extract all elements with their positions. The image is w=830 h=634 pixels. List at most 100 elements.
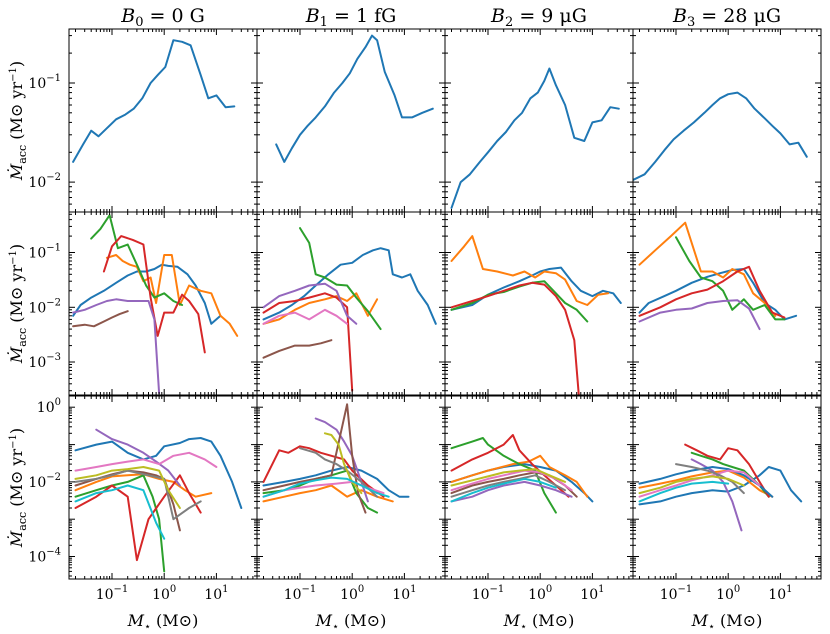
x-tick-label: 10−1 [284, 584, 317, 603]
series-line-7 [262, 308, 349, 325]
series-line-4 [450, 281, 580, 395]
panel-frame [632, 28, 822, 213]
column-title-4: B3 = 28 μG [672, 5, 781, 30]
x-tick-label: 100 [340, 584, 364, 603]
series-group [262, 403, 410, 514]
series-line-1 [74, 437, 243, 509]
series-group [74, 428, 243, 573]
series-group [638, 443, 803, 532]
panel-r2-c2 [256, 211, 446, 396]
x-axis-label-1: M⋆ (M⊙) [127, 611, 199, 633]
panel-r3-c2 [256, 395, 446, 580]
y-tick-label: 10−2 [28, 297, 61, 316]
series-line-3 [74, 474, 166, 573]
x-tick-label: 101 [768, 584, 792, 603]
x-tick-label: 100 [528, 584, 552, 603]
series-line-3 [299, 227, 382, 331]
series-line-1 [450, 67, 620, 209]
series-line-2 [262, 484, 394, 503]
panel-r2-c4 [632, 211, 822, 396]
series-line-8 [74, 469, 202, 521]
series-line-10 [262, 476, 390, 498]
series-line-4 [102, 235, 206, 354]
panel-r1-c2 [256, 28, 446, 213]
series-line-3 [675, 236, 786, 321]
series-line-5 [262, 282, 358, 325]
series-line-9 [323, 432, 363, 495]
series-line-8 [675, 463, 745, 495]
y-tick-label: 100 [37, 397, 61, 416]
series-line-9 [74, 466, 181, 509]
panel-r1-c4 [632, 28, 822, 213]
series-line-6 [72, 310, 129, 328]
series-line-2 [450, 235, 610, 306]
series-line-3 [90, 214, 184, 306]
series-line-10 [638, 480, 730, 503]
panel-frame [444, 395, 634, 580]
series-line-1 [262, 466, 410, 498]
y-tick-label: 10−1 [28, 243, 61, 262]
x-tick-label: 101 [580, 584, 604, 603]
series-line-1 [633, 91, 808, 181]
y-tick-label: 10−2 [28, 472, 61, 491]
series-line-5 [95, 428, 181, 487]
series-line-6 [262, 339, 333, 359]
series-line-5 [450, 480, 573, 503]
series-line-10 [74, 484, 166, 540]
column-title-3: B2 = 9 μG [490, 5, 587, 30]
panel-r3-c1 [68, 395, 258, 580]
panel-frame [68, 28, 258, 213]
panel-r3-c4 [632, 395, 822, 580]
series-group [633, 91, 808, 181]
y-tick-label: 10−4 [28, 547, 61, 566]
series-line-1 [275, 34, 434, 163]
series-line-10 [450, 477, 557, 503]
panels-layer [68, 28, 822, 580]
x-axis-label-3: M⋆ (M⊙) [503, 611, 575, 633]
y-tick-label: 10−2 [28, 172, 61, 191]
series-line-4 [262, 292, 354, 392]
series-line-1 [638, 268, 798, 321]
series-group [450, 434, 594, 514]
series-group [450, 235, 622, 395]
panel-frame [68, 211, 258, 396]
x-tick-label: 100 [152, 584, 176, 603]
series-line-2 [105, 254, 239, 337]
panel-frame [444, 28, 634, 213]
series-line-6 [262, 403, 367, 514]
series-line-4 [450, 434, 570, 498]
x-tick-label: 10−1 [660, 584, 693, 603]
panel-r1-c1 [68, 28, 258, 213]
labels-layer: B0 = 0 G B1 = 1 fG B2 = 9 μG B3 = 28 μG 10−2… [6, 5, 792, 633]
x-tick-label: 101 [392, 584, 416, 603]
y-tick-label: 10−1 [28, 73, 61, 92]
series-line-5 [72, 298, 161, 395]
series-group [72, 39, 236, 163]
series-line-5 [638, 299, 761, 331]
series-line-4 [638, 265, 786, 319]
y-axis-label-row3: Ṁacc (M⊙ yr−1) [6, 428, 29, 548]
series-line-1 [450, 266, 622, 311]
column-title-1: B0 = 0 G [120, 5, 205, 30]
series-line-1 [262, 247, 437, 325]
series-group [638, 221, 798, 331]
panel-frame [256, 395, 446, 580]
y-tick-label: 10−3 [28, 352, 61, 371]
x-tick-label: 101 [204, 584, 228, 603]
series-line-2 [450, 454, 589, 498]
series-line-4 [684, 443, 770, 498]
column-title-2: B1 = 1 fG [305, 5, 397, 30]
series-line-1 [72, 39, 236, 163]
series-line-7 [74, 451, 218, 472]
series-group [262, 227, 437, 392]
series-line-9 [450, 468, 567, 487]
series-group [275, 34, 434, 163]
x-axis-label-4: M⋆ (M⊙) [691, 611, 763, 633]
panel-r1-c3 [444, 28, 634, 213]
panel-frame [632, 211, 822, 396]
series-group [450, 67, 620, 209]
series-line-8 [299, 447, 379, 498]
series-line-2 [262, 292, 379, 325]
x-tick-label: 100 [716, 584, 740, 603]
series-line-8 [450, 474, 567, 498]
